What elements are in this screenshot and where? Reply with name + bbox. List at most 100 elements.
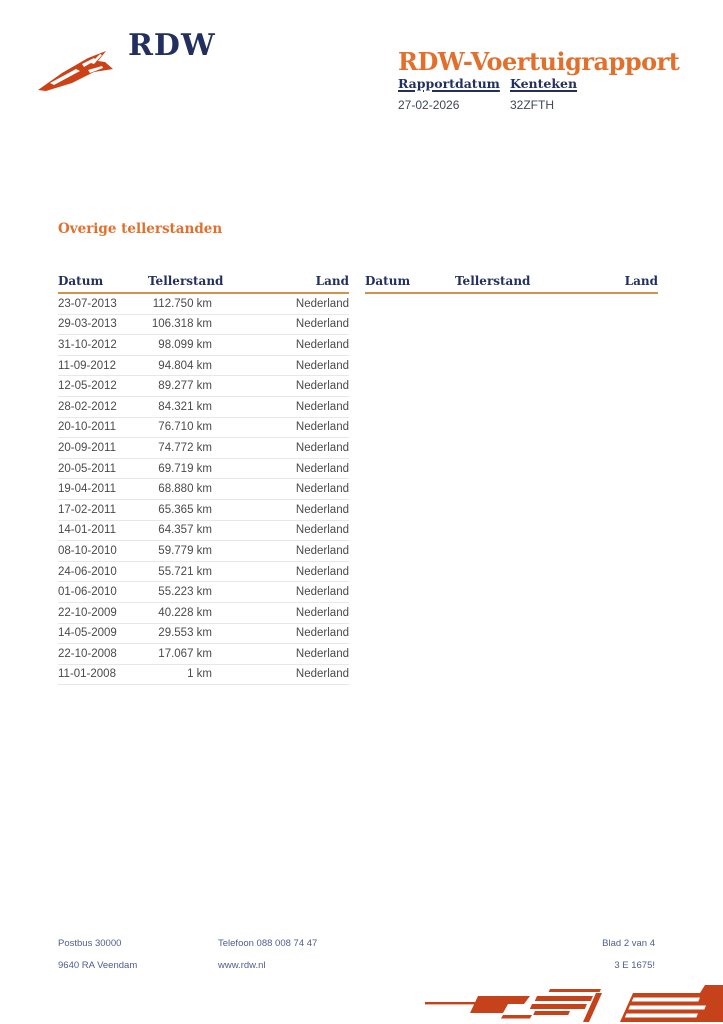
page-title: RDW-Voertuigrapport bbox=[398, 47, 680, 77]
table-row: 11-09-2012 94.804 km Nederland bbox=[58, 356, 349, 377]
odometer-cell: 112.750 km bbox=[152, 297, 212, 310]
country-cell: Nederland bbox=[295, 380, 349, 393]
table-row: 17-02-2011 65.365 km Nederland bbox=[58, 500, 349, 521]
country-cell: Nederland bbox=[295, 400, 349, 413]
date-cell: 20-05-2011 bbox=[58, 462, 116, 475]
report-date-block: Rapportdatum 27-02-2026 bbox=[398, 76, 500, 112]
country-cell: Nederland bbox=[295, 462, 349, 475]
date-cell: 23-07-2013 bbox=[58, 297, 117, 310]
odometer-cell: 98.099 km bbox=[158, 338, 212, 351]
table-row: 23-07-2013 112.750 km Nederland bbox=[58, 294, 349, 315]
odometer-tables: Datum Tellerstand Land 23-07-2013 112.750… bbox=[58, 274, 658, 686]
odometer-table-2: Datum Tellerstand Land bbox=[365, 274, 658, 685]
column-header-datum: Datum bbox=[58, 274, 104, 288]
odometer-cell: 55.223 km bbox=[158, 586, 212, 599]
table-row: 31-10-2012 98.099 km Nederland bbox=[58, 335, 349, 356]
country-cell: Nederland bbox=[295, 647, 349, 660]
country-cell: Nederland bbox=[295, 338, 349, 351]
country-cell: Nederland bbox=[295, 421, 349, 434]
country-cell: Nederland bbox=[295, 586, 349, 599]
table-row: 11-01-2008 1 km Nederland bbox=[58, 665, 349, 686]
license-plate-value: 32ZFTH bbox=[510, 98, 555, 112]
license-plate-block: Kenteken 32ZFTH bbox=[510, 76, 577, 112]
odometer-cell: 69.719 km bbox=[158, 462, 212, 475]
date-cell: 20-09-2011 bbox=[58, 441, 116, 454]
footer-contact: Telefoon 088 008 74 47 www.rdw.nl bbox=[218, 933, 317, 977]
table-row: 14-01-2011 64.357 km Nederland bbox=[58, 521, 349, 542]
date-cell: 08-10-2010 bbox=[58, 544, 117, 557]
date-cell: 20-10-2011 bbox=[58, 421, 116, 434]
date-cell: 17-02-2011 bbox=[58, 503, 116, 516]
country-cell: Nederland bbox=[295, 668, 349, 681]
section-title-overige-tellerstanden: Overige tellerstanden bbox=[58, 221, 223, 237]
rdw-stripe-motif-graphic bbox=[425, 985, 723, 1022]
odometer-cell: 74.772 km bbox=[158, 441, 212, 454]
footer-postbus: Postbus 30000 bbox=[58, 938, 122, 949]
date-cell: 14-01-2011 bbox=[58, 524, 116, 537]
date-cell: 11-01-2008 bbox=[58, 668, 116, 681]
odometer-cell: 106.318 km bbox=[151, 318, 212, 331]
date-cell: 22-10-2008 bbox=[58, 647, 117, 660]
date-cell: 22-10-2009 bbox=[58, 606, 117, 619]
rdw-wing-logo-icon bbox=[38, 51, 113, 91]
country-cell: Nederland bbox=[295, 627, 349, 640]
country-cell: Nederland bbox=[295, 483, 349, 496]
report-date-value: 27-02-2026 bbox=[398, 98, 460, 112]
country-cell: Nederland bbox=[295, 318, 349, 331]
table-row: 20-05-2011 69.719 km Nederland bbox=[58, 459, 349, 480]
country-cell: Nederland bbox=[295, 606, 349, 619]
rdw-logo-text: RDW bbox=[128, 28, 216, 63]
footer-address: Postbus 30000 9640 RA Veendam bbox=[58, 933, 137, 977]
footer-phone: Telefoon 088 008 74 47 bbox=[218, 938, 318, 949]
date-cell: 14-05-2009 bbox=[58, 627, 117, 640]
column-header-land: Land bbox=[624, 274, 658, 288]
country-cell: Nederland bbox=[295, 359, 349, 372]
table-row: 24-06-2010 55.721 km Nederland bbox=[58, 562, 349, 583]
table-row: 20-10-2011 76.710 km Nederland bbox=[58, 418, 349, 439]
footer-doc-code: 3 E 1675! bbox=[614, 960, 655, 971]
table-row: 08-10-2010 59.779 km Nederland bbox=[58, 541, 349, 562]
odometer-cell: 59.779 km bbox=[158, 544, 212, 557]
date-cell: 24-06-2010 bbox=[58, 565, 117, 578]
country-cell: Nederland bbox=[295, 441, 349, 454]
date-cell: 12-05-2012 bbox=[58, 380, 117, 393]
country-cell: Nederland bbox=[295, 565, 349, 578]
date-cell: 29-03-2013 bbox=[58, 318, 117, 331]
country-cell: Nederland bbox=[295, 524, 349, 537]
date-cell: 19-04-2011 bbox=[58, 483, 116, 496]
date-cell: 31-10-2012 bbox=[58, 338, 117, 351]
table-row: 12-05-2012 89.277 km Nederland bbox=[58, 376, 349, 397]
country-cell: Nederland bbox=[295, 503, 349, 516]
table-row: 19-04-2011 68.880 km Nederland bbox=[58, 479, 349, 500]
table-header: Datum Tellerstand Land bbox=[58, 274, 349, 294]
odometer-cell: 84.321 km bbox=[158, 400, 212, 413]
table-row: 29-03-2013 106.318 km Nederland bbox=[58, 315, 349, 336]
date-cell: 28-02-2012 bbox=[58, 400, 117, 413]
table-header: Datum Tellerstand Land bbox=[365, 274, 658, 294]
odometer-cell: 89.277 km bbox=[158, 380, 212, 393]
table-row: 22-10-2008 17.067 km Nederland bbox=[58, 644, 349, 665]
license-plate-label: Kenteken bbox=[510, 76, 578, 91]
odometer-cell: 94.804 km bbox=[158, 359, 212, 372]
table-row: 01-06-2010 55.223 km Nederland bbox=[58, 582, 349, 603]
table-row: 20-09-2011 74.772 km Nederland bbox=[58, 438, 349, 459]
footer-page-indicator: Blad 2 van 4 bbox=[602, 938, 655, 949]
report-date-label: Rapportdatum bbox=[398, 76, 500, 91]
odometer-cell: 17.067 km bbox=[158, 647, 212, 660]
column-header-datum: Datum bbox=[365, 274, 411, 288]
country-cell: Nederland bbox=[295, 544, 349, 557]
table-row: 14-05-2009 29.553 km Nederland bbox=[58, 624, 349, 645]
odometer-cell: 1 km bbox=[187, 668, 212, 681]
odometer-cell: 29.553 km bbox=[158, 627, 212, 640]
date-cell: 01-06-2010 bbox=[58, 586, 117, 599]
table-row: 22-10-2009 40.228 km Nederland bbox=[58, 603, 349, 624]
footer-page-info: Blad 2 van 4 3 E 1675! bbox=[602, 933, 655, 977]
odometer-cell: 64.357 km bbox=[158, 524, 212, 537]
footer-city: 9640 RA Veendam bbox=[58, 960, 138, 971]
footer-website: www.rdw.nl bbox=[218, 960, 266, 971]
country-cell: Nederland bbox=[295, 297, 349, 310]
column-header-land: Land bbox=[315, 274, 349, 288]
odometer-cell: 55.721 km bbox=[158, 565, 212, 578]
column-header-tellerstand: Tellerstand bbox=[455, 274, 531, 288]
